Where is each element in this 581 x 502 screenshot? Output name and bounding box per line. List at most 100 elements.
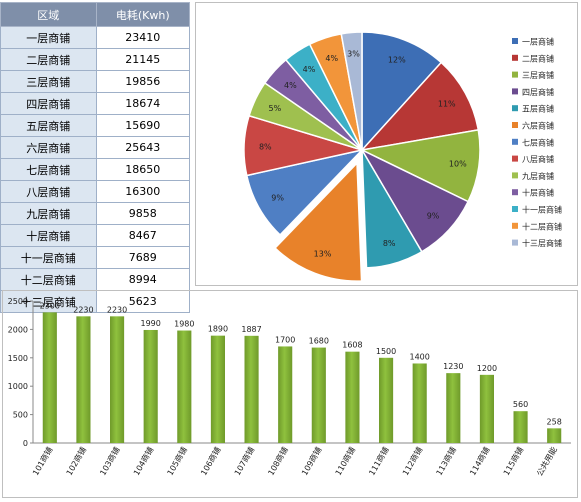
pie-slice xyxy=(274,161,363,282)
table-row: 二层商铺 21145 xyxy=(0,48,191,71)
pie-data-label: 8% xyxy=(259,142,272,151)
table-row: 九层商铺 9858 xyxy=(0,202,191,225)
cell-energy: 15690 xyxy=(95,114,191,137)
legend-swatch xyxy=(512,38,518,44)
pie-slice xyxy=(359,129,481,203)
y-tick-label: 500 xyxy=(13,411,28,420)
legend-label: 二层商铺 xyxy=(522,53,554,63)
x-tick-label: 108商铺 xyxy=(266,445,290,477)
bar-data-label: 2230 xyxy=(73,305,93,314)
cell-energy: 8994 xyxy=(95,268,191,291)
legend-swatch xyxy=(512,155,518,162)
pie-chart-panel: 12% 11% 10% 9% 8% 13% 9% 8% 5% 4% 4% 4% 3% 一层商铺 二层商铺 三层… xyxy=(195,2,578,286)
legend-label: 十层商铺 xyxy=(522,188,554,198)
pie-data-label: 5% xyxy=(268,104,281,113)
header-energy: 电耗(Kwh) xyxy=(95,2,191,27)
cell-energy: 16300 xyxy=(95,180,191,203)
cell-energy: 21145 xyxy=(95,48,191,71)
legend-swatch xyxy=(512,206,518,212)
bar-data-label: 560 xyxy=(513,400,528,409)
cell-energy: 25643 xyxy=(95,136,191,159)
table-row: 八层商铺 16300 xyxy=(0,180,191,203)
pie-data-label: 13% xyxy=(314,249,332,258)
bar xyxy=(446,373,461,443)
pie-data-label: 9% xyxy=(271,193,284,202)
bar-data-label: 2230 xyxy=(107,305,127,314)
pie-data-label: 9% xyxy=(427,212,440,221)
cell-area: 二层商铺 xyxy=(0,48,97,71)
bar xyxy=(379,357,394,443)
legend-label: 三层商铺 xyxy=(522,70,554,80)
pie-data-label: 3% xyxy=(347,50,360,59)
pie-data-label: 4% xyxy=(325,54,338,63)
x-tick-label: 110商铺 xyxy=(333,445,357,477)
bar-data-label: 1200 xyxy=(477,364,497,373)
cell-energy: 5623 xyxy=(95,290,191,313)
bar xyxy=(479,374,494,443)
bar xyxy=(345,351,360,443)
bar xyxy=(76,316,91,443)
cell-energy: 18674 xyxy=(95,92,191,115)
x-tick-label: 113商铺 xyxy=(434,445,458,477)
bar-data-label: 1230 xyxy=(443,362,463,371)
bar-data-label: 258 xyxy=(547,417,562,426)
legend-swatch xyxy=(512,122,518,128)
x-tick-label: 101商铺 xyxy=(30,445,54,477)
cell-area: 十一层商铺 xyxy=(0,246,97,269)
cell-area: 四层商铺 xyxy=(0,92,97,115)
table-row: 一层商铺 23410 xyxy=(0,26,191,49)
legend-swatch xyxy=(512,222,518,229)
x-tick-label: 103商铺 xyxy=(97,445,121,477)
bar-data-label: 2300 xyxy=(40,301,60,310)
bar-data-label: 1700 xyxy=(275,335,295,344)
legend-label: 九层商铺 xyxy=(522,171,554,181)
pie-data-label: 4% xyxy=(303,65,316,74)
table-row: 六层商铺 25643 xyxy=(0,136,191,159)
legend-label: 四层商铺 xyxy=(522,87,554,97)
x-tick-label: 102商铺 xyxy=(64,445,88,477)
pie-data-label: 12% xyxy=(388,56,406,65)
cell-area: 六层商铺 xyxy=(0,136,97,159)
cell-area: 十二层商铺 xyxy=(0,268,97,291)
cell-area: 九层商铺 xyxy=(0,202,97,225)
y-tick-label: 1500 xyxy=(8,354,28,363)
pie-slice xyxy=(359,61,480,152)
x-tick-label: 114商铺 xyxy=(467,445,491,477)
cell-area: 三层商铺 xyxy=(0,70,97,93)
table-row: 十层商铺 8467 xyxy=(0,224,191,247)
bar-chart: 0 500 1000 1500 2000 2500 2300 101商铺 2230 102商铺 22… xyxy=(8,297,571,478)
y-tick-label: 2000 xyxy=(8,325,28,334)
cell-energy: 18650 xyxy=(95,158,191,181)
cell-area: 八层商铺 xyxy=(0,180,97,203)
table-row: 七层商铺 18650 xyxy=(0,158,191,181)
legend-label: 十一层商铺 xyxy=(522,205,562,215)
y-tick-label: 2500 xyxy=(8,297,28,306)
cell-energy: 9858 xyxy=(95,202,191,225)
bar-data-label: 1608 xyxy=(342,341,362,350)
cell-energy: 8467 xyxy=(95,224,191,247)
legend-swatch xyxy=(512,172,518,179)
legend-swatch xyxy=(512,88,518,95)
pie-chart: 12% 11% 10% 9% 8% 13% 9% 8% 5% 4% 4% 4% 3% 一层商铺二层商铺三层… xyxy=(243,31,562,282)
x-tick-label: 107商铺 xyxy=(232,445,256,477)
legend-label: 一层商铺 xyxy=(522,37,554,47)
energy-table: 区域 电耗(Kwh) 一层商铺 23410 二层商铺 21145 三层商铺 19856 四层… xyxy=(0,2,191,313)
bar-data-label: 1890 xyxy=(208,325,228,334)
bar-data-label: 1990 xyxy=(141,319,161,328)
legend-label: 十二层商铺 xyxy=(522,221,562,231)
x-tick-label: 109商铺 xyxy=(299,445,323,477)
bar-chart-panel: 0 500 1000 1500 2000 2500 2300 101商铺 2230 102商铺 22… xyxy=(2,290,578,498)
legend-label: 十三层商铺 xyxy=(522,238,562,248)
bar xyxy=(513,411,528,443)
legend-swatch xyxy=(512,105,518,112)
x-tick-label: 111商铺 xyxy=(366,445,390,477)
bar-data-label: 1500 xyxy=(376,347,396,356)
bar-data-label: 1887 xyxy=(241,325,261,334)
cell-area: 一层商铺 xyxy=(0,26,97,49)
y-tick-label: 0 xyxy=(23,439,28,448)
table-row: 十二层商铺 8994 xyxy=(0,268,191,291)
bar xyxy=(42,312,57,443)
legend-label: 八层商铺 xyxy=(522,154,554,164)
bar xyxy=(278,346,293,443)
bar xyxy=(311,347,326,443)
